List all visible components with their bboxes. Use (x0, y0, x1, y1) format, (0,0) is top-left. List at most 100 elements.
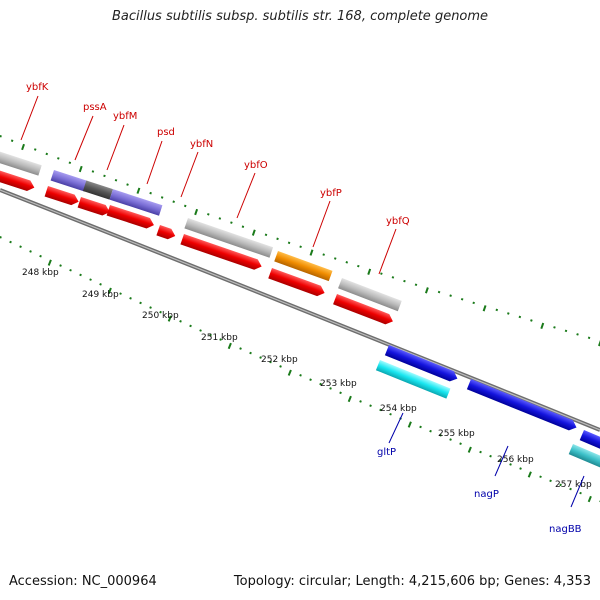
scale-minor-tick (239, 347, 242, 350)
feature-gltP[interactable] (375, 360, 451, 399)
scale-minor-tick (419, 425, 422, 429)
cds-pssA[interactable] (44, 186, 81, 207)
scale-minor-tick (159, 310, 162, 314)
feature-ybfP[interactable] (274, 251, 333, 282)
cds-psd[interactable] (156, 225, 177, 241)
scale-minor-tick (199, 329, 202, 332)
scale-minor-tick (459, 442, 462, 446)
gene-label-nagP[interactable]: nagP (474, 489, 499, 500)
cds-ybfQ[interactable] (333, 294, 395, 326)
outer-major-tick (194, 208, 199, 216)
outer-major-tick (367, 268, 372, 275)
scale-minor-tick (9, 240, 12, 244)
outer-minor-tick (207, 213, 210, 216)
scale-major-tick (227, 342, 232, 350)
scale-label: 256 kbp (497, 455, 534, 465)
scale-minor-tick (269, 360, 272, 364)
outer-minor-tick (460, 297, 464, 301)
cds-ybfN[interactable] (180, 234, 263, 272)
feature-ybfQ[interactable] (338, 278, 402, 312)
scale-minor-tick (179, 320, 182, 323)
accession-text: Accession: NC_000964 (9, 574, 157, 589)
scale-minor-tick (119, 292, 122, 295)
scale-minor-tick (279, 365, 282, 368)
scale-minor-tick (429, 429, 432, 433)
scale-minor-tick (539, 475, 542, 479)
gene-label-pssA[interactable]: pssA (83, 102, 107, 113)
genome-summary-text: Topology: circular; Length: 4,215,606 bp… (233, 574, 591, 589)
scale-major-tick (467, 446, 472, 453)
gene-label-ybfM[interactable]: ybfM (113, 111, 137, 122)
gene-label-ybfN[interactable]: ybfN (190, 139, 213, 150)
cds-nagP[interactable] (466, 379, 579, 433)
outer-minor-tick (183, 204, 187, 208)
scale-label: 248 kbp (22, 268, 59, 278)
scale-minor-tick (339, 391, 342, 395)
scale-major-tick (527, 471, 532, 478)
scale-minor-tick (0, 235, 2, 239)
scale-minor-tick (299, 374, 302, 377)
gene-label-ybfK[interactable]: ybfK (26, 82, 49, 93)
scale-major-tick (347, 395, 352, 403)
scale-minor-tick (369, 404, 372, 408)
scale-minor-tick (359, 400, 362, 403)
outer-minor-tick (530, 319, 533, 322)
feature-track-outer (0, 151, 402, 312)
scale-tick-ring (0, 235, 600, 503)
outer-minor-tick (91, 170, 95, 173)
outer-major-tick (540, 322, 545, 329)
outer-minor-tick (507, 312, 510, 315)
outer-minor-tick (587, 336, 591, 340)
cds-nagBB[interactable] (579, 430, 600, 454)
outer-minor-tick (449, 294, 452, 297)
feature-pssA-overlap[interactable] (82, 180, 113, 200)
feature-ybfM[interactable] (109, 189, 163, 216)
scale-label: 254 kbp (380, 404, 417, 414)
outer-minor-tick (264, 233, 268, 237)
feature-ybfK[interactable] (0, 151, 42, 176)
outer-major-tick (136, 187, 141, 194)
outer-minor-tick (437, 290, 441, 294)
scale-labels: 248 kbp 249 kbp 250 kbp 251 kbp 252 kbp 253 k… (22, 268, 592, 490)
feature-nagBB[interactable] (568, 444, 600, 470)
outer-minor-tick (518, 315, 522, 319)
scale-label: 250 kbp (142, 311, 179, 321)
outer-minor-tick (380, 272, 383, 275)
scale-major-tick (47, 259, 52, 266)
outer-major-tick (78, 165, 83, 173)
cds-ybfK[interactable] (0, 170, 36, 193)
outer-minor-tick (299, 245, 302, 249)
outer-minor-tick (45, 152, 49, 156)
feature-pssA[interactable] (50, 170, 89, 192)
scale-minor-tick (19, 245, 22, 249)
scale-minor-tick (29, 250, 32, 253)
gene-label-ybfO[interactable]: ybfO (244, 160, 268, 171)
outer-major-tick (424, 287, 429, 294)
cds-ybfM-a[interactable] (77, 197, 112, 217)
gene-label-psd[interactable]: psd (157, 127, 175, 138)
feature-ybfO[interactable] (184, 218, 274, 258)
outer-minor-tick (495, 308, 499, 312)
outer-minor-tick (126, 183, 129, 186)
outer-minor-tick (0, 135, 2, 138)
outer-minor-tick (333, 257, 337, 260)
scale-label: 257 kbp (555, 480, 592, 490)
scale-minor-tick (309, 378, 312, 381)
scale-minor-tick (39, 254, 42, 258)
scale-minor-tick (69, 268, 72, 272)
cds-ybfM-b[interactable] (106, 205, 156, 230)
gene-label-ybfP[interactable]: ybfP (320, 188, 342, 199)
outer-major-tick (482, 305, 487, 312)
gene-label-gltP[interactable]: gltP (377, 447, 396, 458)
outer-minor-tick (103, 174, 106, 178)
outer-minor-tick (287, 241, 291, 245)
scale-major-tick (167, 315, 172, 322)
outer-minor-tick (114, 178, 118, 182)
scale-minor-tick (59, 264, 62, 267)
cds-gltP[interactable] (384, 345, 460, 384)
outer-minor-tick (414, 283, 418, 287)
scale-minor-tick (259, 356, 262, 359)
gene-label-ybfQ[interactable]: ybfQ (386, 216, 410, 227)
cds-ybfP[interactable] (268, 268, 326, 298)
gene-label-nagBB[interactable]: nagBB (549, 524, 582, 535)
